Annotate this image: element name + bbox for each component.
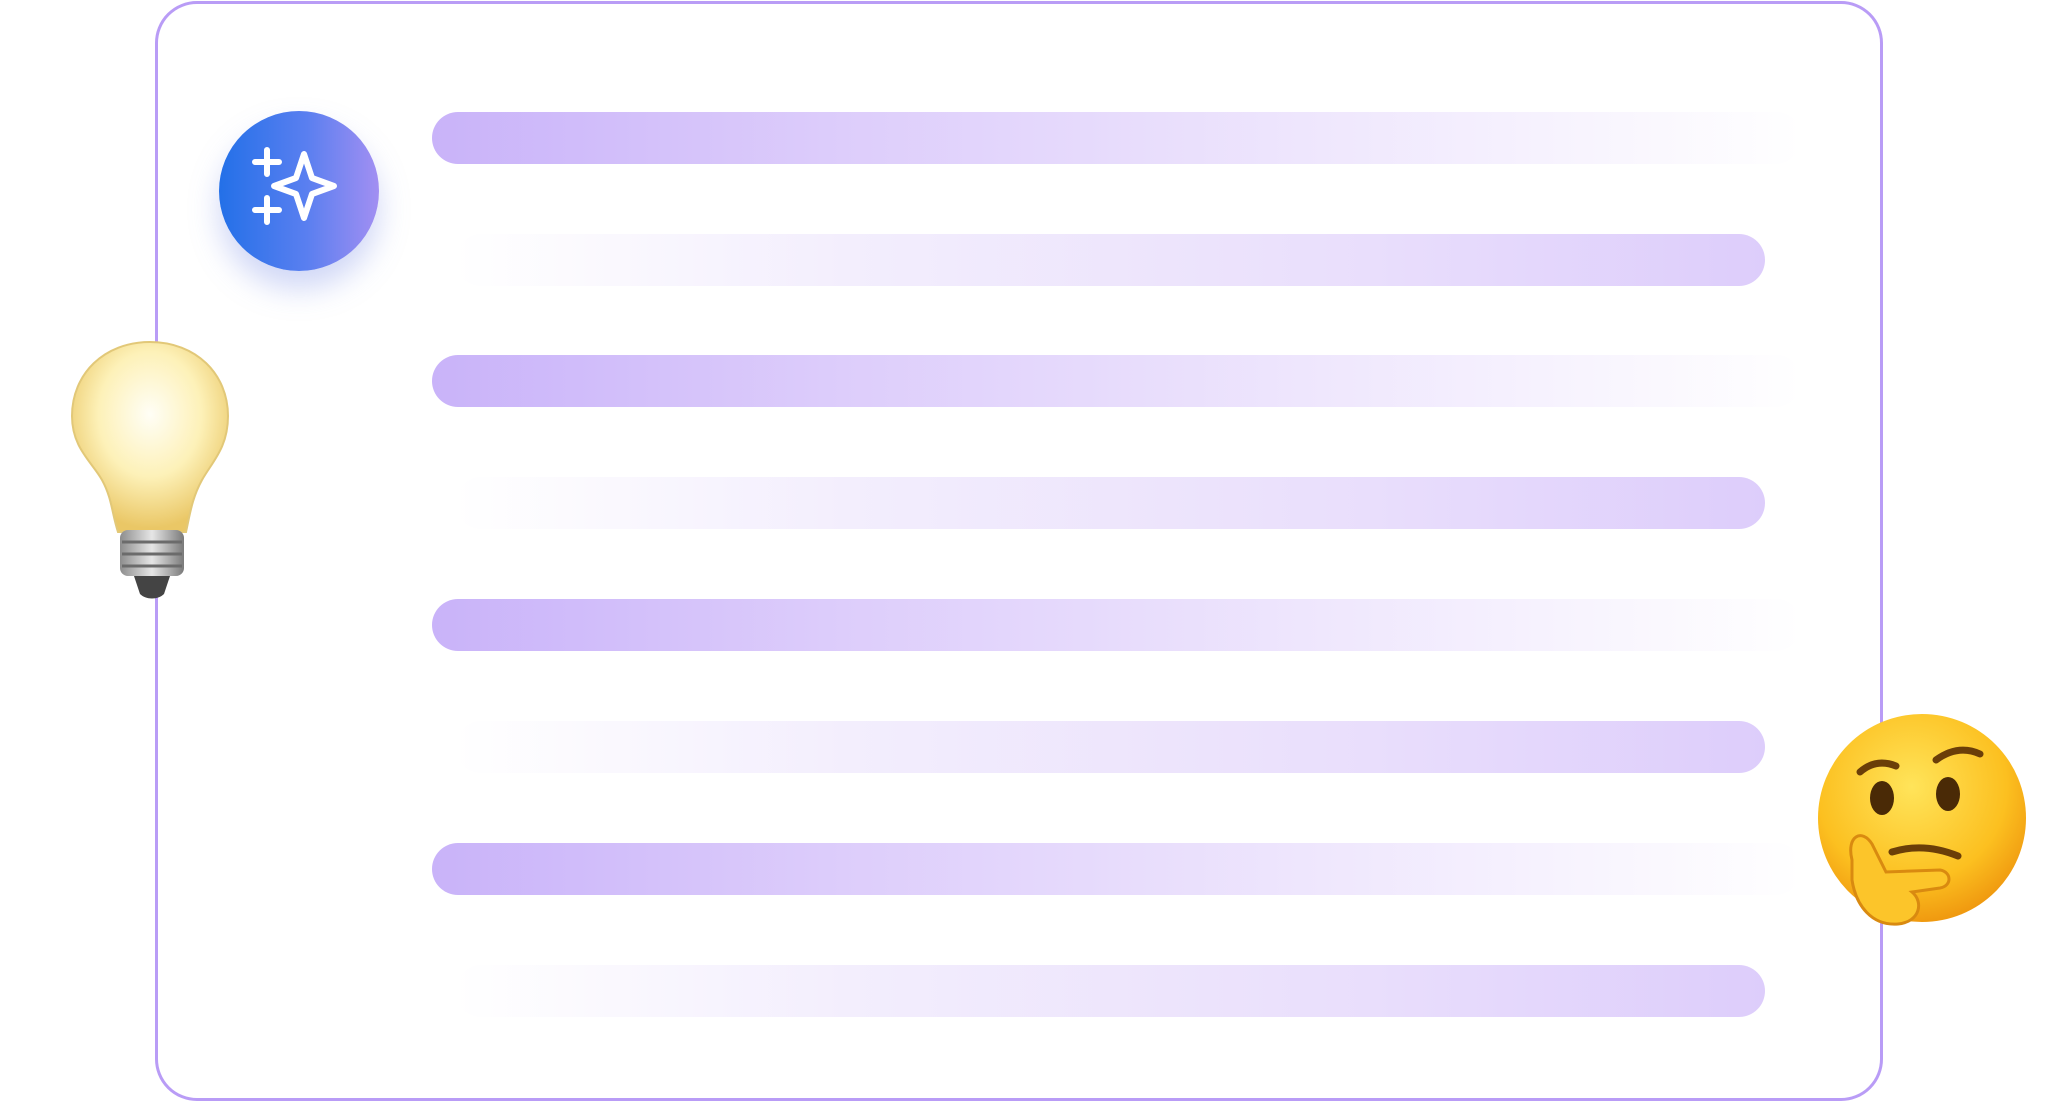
- ai-avatar: [219, 111, 379, 271]
- placeholder-line-2: [455, 234, 1765, 286]
- thinking-face-icon: [1818, 714, 2026, 926]
- placeholder-line-8: [455, 965, 1765, 1017]
- placeholder-line-5: [432, 599, 1802, 651]
- placeholder-line-3: [432, 355, 1802, 407]
- content-card: [155, 1, 1883, 1101]
- placeholder-line-6: [455, 721, 1765, 773]
- lightbulb-icon: [70, 340, 230, 599]
- sparkles-icon: [252, 147, 337, 225]
- placeholder-line-7: [432, 843, 1802, 895]
- placeholder-line-1: [432, 112, 1802, 164]
- placeholder-line-4: [455, 477, 1765, 529]
